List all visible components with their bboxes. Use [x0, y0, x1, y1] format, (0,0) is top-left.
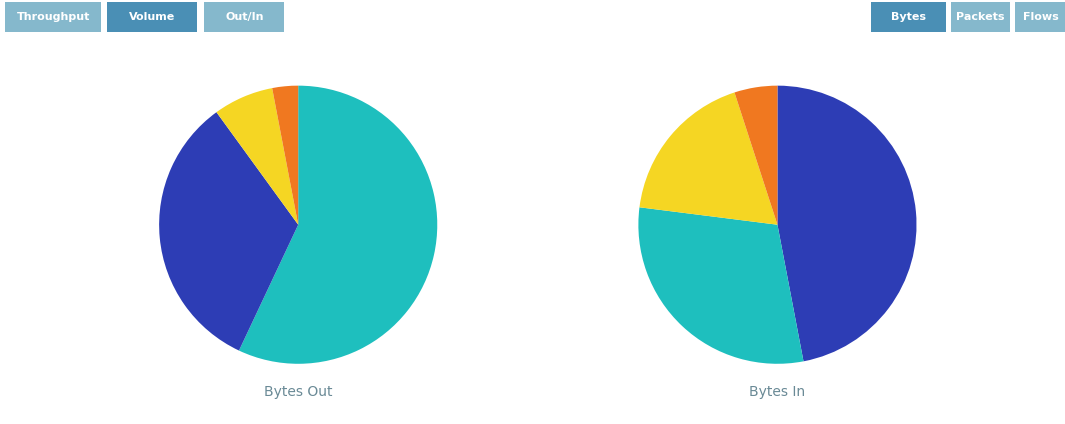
Text: Volume: Volume [129, 12, 175, 22]
Wedge shape [216, 88, 298, 225]
Text: Packets: Packets [956, 12, 1004, 22]
Text: Bytes Out: Bytes Out [264, 385, 332, 399]
Text: Bytes In: Bytes In [750, 385, 805, 399]
Wedge shape [638, 207, 803, 364]
Wedge shape [273, 86, 298, 225]
Wedge shape [159, 112, 298, 351]
FancyBboxPatch shape [865, 0, 952, 34]
Text: Out/In: Out/In [225, 12, 264, 22]
FancyBboxPatch shape [198, 0, 291, 34]
FancyBboxPatch shape [0, 0, 109, 34]
FancyBboxPatch shape [947, 0, 1014, 34]
Text: Flows: Flows [1022, 12, 1059, 22]
Wedge shape [735, 86, 777, 225]
Text: Bytes: Bytes [891, 12, 925, 22]
Wedge shape [239, 86, 438, 364]
FancyBboxPatch shape [99, 0, 204, 34]
Wedge shape [639, 92, 777, 225]
Text: Throughput: Throughput [17, 12, 89, 22]
FancyBboxPatch shape [1011, 0, 1065, 34]
Wedge shape [777, 86, 917, 361]
